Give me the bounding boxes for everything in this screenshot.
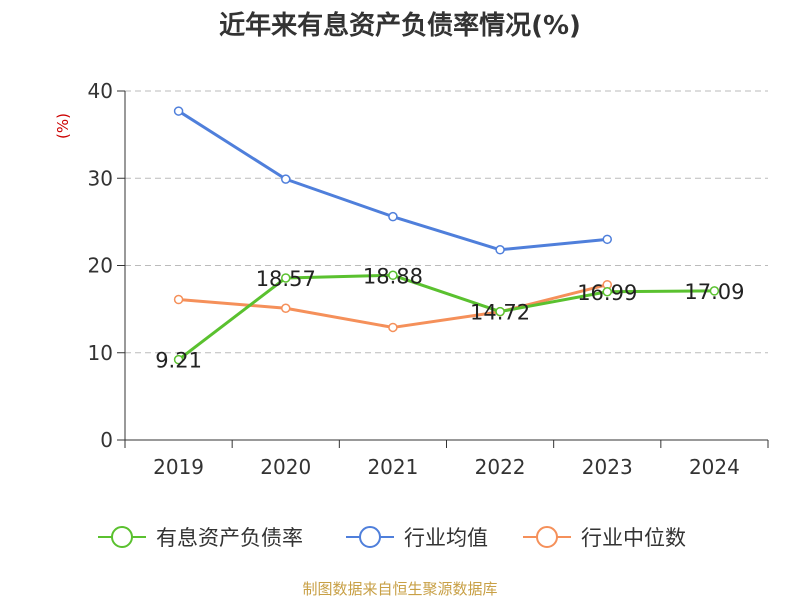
- chart-title: 近年来有息资产负债率情况(%): [219, 10, 581, 41]
- data-point: [602, 287, 612, 297]
- legend-label: 行业中位数: [581, 526, 686, 550]
- data-label: 9.21: [155, 349, 202, 373]
- y-ticks: 0 10 20 30 40: [88, 79, 113, 452]
- x-tick-label: 2022: [475, 455, 526, 479]
- series-line: [177, 273, 715, 361]
- source-note: 制图数据来自恒生聚源数据库: [302, 580, 497, 598]
- axes: [117, 90, 769, 448]
- data-label: 18.57: [256, 267, 316, 291]
- series-line: [178, 283, 608, 329]
- x-tick-label: 2021: [367, 455, 418, 479]
- data-point: [173, 294, 184, 305]
- data-point: [388, 211, 398, 222]
- data-labels: 9.21 18.57 18.88 14.72 16.99 17.09: [155, 264, 744, 372]
- data-point: [281, 303, 291, 314]
- y-tick-label: 40: [88, 79, 113, 103]
- data-label: 18.88: [363, 264, 423, 288]
- x-tick-label: 2019: [153, 455, 204, 479]
- legend-marker: [536, 526, 558, 548]
- data-point: [495, 306, 505, 317]
- x-tick-label: 2024: [689, 455, 740, 479]
- data-point: [495, 245, 505, 255]
- y-axis-unit: (%): [54, 113, 72, 139]
- data-point: [173, 354, 184, 365]
- y-tick-label: 0: [100, 428, 113, 452]
- data-label: 14.72: [470, 301, 530, 325]
- data-point: [709, 286, 720, 296]
- legend: 有息资产负债率 行业均值 行业中位数: [98, 526, 686, 550]
- x-ticks: 2019 2020 2021 2022 2023 2024: [153, 455, 740, 479]
- legend-label: 行业均值: [404, 526, 488, 550]
- legend-label: 有息资产负债率: [156, 526, 303, 550]
- legend-marker: [111, 526, 133, 548]
- data-label: 17.09: [684, 280, 744, 304]
- series-layer: [173, 106, 720, 365]
- y-tick-label: 30: [88, 166, 113, 190]
- data-point: [173, 106, 184, 116]
- legend-marker: [359, 526, 381, 548]
- data-label: 16.99: [577, 281, 637, 305]
- gridlines: [125, 90, 768, 354]
- data-point: [388, 322, 398, 333]
- x-tick-label: 2020: [260, 455, 311, 479]
- data-point: [602, 234, 612, 245]
- x-tick-label: 2023: [582, 455, 633, 479]
- y-tick-label: 10: [88, 341, 113, 365]
- y-tick-label: 20: [88, 254, 113, 278]
- data-point: [388, 270, 398, 281]
- series-line: [177, 109, 608, 252]
- data-point: [281, 174, 291, 184]
- data-point: [281, 273, 291, 283]
